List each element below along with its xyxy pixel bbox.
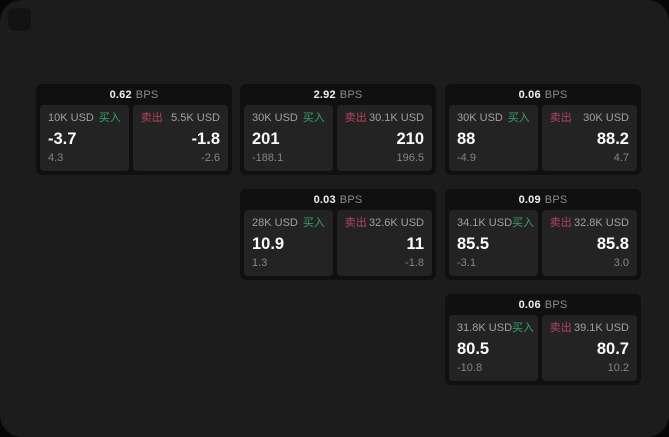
bps-header: 0.06 BPS (445, 294, 641, 315)
buy-price: 88 (457, 129, 476, 148)
bps-value: 0.03 (313, 193, 336, 206)
buy-label: 买入 (98, 112, 121, 124)
buy-quote-panel[interactable]: 10K USD 买入 -3.7 4.3 (40, 105, 129, 171)
buy-delta: -4.9 (457, 152, 476, 164)
sell-label: 卖出 (140, 112, 163, 124)
sell-price: 80.7 (596, 339, 629, 358)
sell-label: 卖出 (549, 217, 572, 229)
bps-header: 0.06 BPS (445, 84, 641, 105)
bps-value: 0.09 (518, 193, 541, 206)
buy-price: 85.5 (457, 234, 490, 253)
sell-label: 卖出 (549, 322, 572, 334)
buy-price: 201 (252, 129, 280, 148)
sell-delta: 3.0 (613, 257, 629, 269)
buy-amount: 30K USD (252, 112, 298, 124)
buy-amount: 28K USD (252, 217, 298, 229)
sell-price: 11 (406, 234, 424, 253)
sell-amount: 30K USD (583, 112, 629, 124)
buy-quote-panel[interactable]: 31.8K USD 买入 80.5 -10.8 (449, 315, 538, 381)
buy-delta: 1.3 (252, 257, 268, 269)
sell-amount: 32.6K USD (368, 217, 424, 229)
buy-quote-panel[interactable]: 30K USD 买入 88 -4.9 (449, 105, 538, 171)
buy-price: 10.9 (252, 234, 285, 253)
bps-header: 0.62 BPS (36, 84, 232, 105)
bps-value: 0.06 (518, 88, 541, 101)
quote-card[interactable]: 0.62 BPS 10K USD 买入 -3.7 4.3 卖出 5.5K USD… (36, 84, 232, 175)
bps-header: 0.09 BPS (445, 189, 641, 210)
sell-amount: 32.8K USD (573, 217, 629, 229)
sell-delta: 4.7 (613, 152, 629, 164)
sell-quote-panel[interactable]: 卖出 30.1K USD 210 196.5 (336, 105, 432, 171)
buy-delta: 4.3 (48, 152, 64, 164)
buy-amount: 31.8K USD (457, 322, 513, 334)
sell-price: 88.2 (596, 129, 629, 148)
quote-card[interactable]: 0.06 BPS 31.8K USD 买入 80.5 -10.8 卖出 39.1… (445, 294, 641, 385)
bps-unit: BPS (544, 298, 568, 311)
bps-value: 2.92 (313, 88, 336, 101)
buy-label: 买入 (512, 217, 535, 229)
sell-quote-panel[interactable]: 卖出 32.6K USD 11 -1.8 (336, 210, 432, 276)
buy-delta: -3.1 (457, 257, 476, 269)
sell-amount: 39.1K USD (573, 322, 629, 334)
quote-card[interactable]: 0.09 BPS 34.1K USD 买入 85.5 -3.1 卖出 32.8K… (445, 189, 641, 280)
sell-quote-panel[interactable]: 卖出 32.8K USD 85.8 3.0 (541, 210, 637, 276)
sell-label: 卖出 (344, 112, 367, 124)
buy-label: 买入 (302, 112, 325, 124)
sell-delta: 10.2 (607, 362, 629, 374)
buy-label: 买入 (507, 112, 530, 124)
buy-quote-panel[interactable]: 34.1K USD 买入 85.5 -3.1 (449, 210, 538, 276)
bps-unit: BPS (544, 193, 568, 206)
bps-value: 0.62 (109, 88, 132, 101)
buy-label: 买入 (302, 217, 325, 229)
buy-quote-panel[interactable]: 30K USD 买入 201 -188.1 (244, 105, 333, 171)
bps-unit: BPS (544, 88, 568, 101)
sell-delta: -2.6 (201, 152, 220, 164)
bps-header: 0.03 BPS (240, 189, 436, 210)
sell-label: 卖出 (344, 217, 367, 229)
sell-price: 210 (396, 129, 424, 148)
sell-quote-panel[interactable]: 卖出 30K USD 88.2 4.7 (541, 105, 637, 171)
buy-delta: -188.1 (252, 152, 284, 164)
buy-price: -3.7 (48, 129, 77, 148)
bps-value: 0.06 (518, 298, 541, 311)
buy-quote-panel[interactable]: 28K USD 买入 10.9 1.3 (244, 210, 333, 276)
app-icon (8, 8, 31, 31)
sell-amount: 30.1K USD (368, 112, 424, 124)
sell-label: 卖出 (549, 112, 572, 124)
quote-card[interactable]: 0.03 BPS 28K USD 买入 10.9 1.3 卖出 32.6K US… (240, 189, 436, 280)
buy-price: 80.5 (457, 339, 490, 358)
buy-label: 买入 (512, 322, 535, 334)
sell-quote-panel[interactable]: 卖出 39.1K USD 80.7 10.2 (541, 315, 637, 381)
bps-unit: BPS (339, 193, 363, 206)
sell-price: -1.8 (191, 129, 220, 148)
sell-price: 85.8 (596, 234, 629, 253)
bps-header: 2.92 BPS (240, 84, 436, 105)
bps-unit: BPS (135, 88, 159, 101)
buy-amount: 34.1K USD (457, 217, 513, 229)
sell-delta: -1.8 (405, 257, 424, 269)
sell-quote-panel[interactable]: 卖出 5.5K USD -1.8 -2.6 (132, 105, 228, 171)
quote-card[interactable]: 0.06 BPS 30K USD 买入 88 -4.9 卖出 30K USD 8… (445, 84, 641, 175)
quote-card[interactable]: 2.92 BPS 30K USD 买入 201 -188.1 卖出 30.1K … (240, 84, 436, 175)
bps-unit: BPS (339, 88, 363, 101)
buy-amount: 10K USD (48, 112, 94, 124)
buy-amount: 30K USD (457, 112, 503, 124)
sell-delta: 196.5 (396, 152, 424, 164)
buy-delta: -10.8 (457, 362, 483, 374)
sell-amount: 5.5K USD (171, 112, 220, 124)
